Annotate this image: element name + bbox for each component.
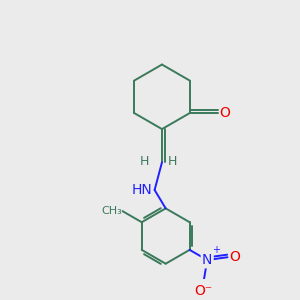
Text: O: O	[219, 106, 230, 120]
Text: HN: HN	[132, 183, 153, 197]
Text: +: +	[212, 245, 220, 255]
Text: O⁻: O⁻	[194, 284, 213, 298]
Text: O: O	[229, 250, 240, 264]
Text: H: H	[167, 155, 177, 168]
Text: N: N	[202, 253, 212, 267]
Text: H: H	[140, 155, 149, 168]
Text: CH₃: CH₃	[101, 206, 122, 216]
